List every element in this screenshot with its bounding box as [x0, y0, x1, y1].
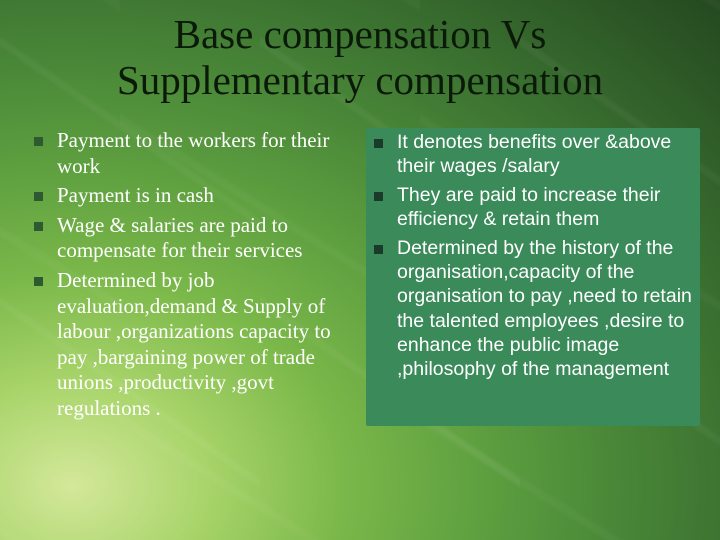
right-list: It denotes benefits over &above their wa… [370, 130, 696, 382]
title-block: Base compensation Vs Supplementary compe… [0, 12, 720, 104]
list-item: Determined by the history of the organis… [370, 236, 696, 382]
list-item-text: Payment is in cash [57, 183, 214, 209]
list-item: Wage & salaries are paid to compensate f… [30, 213, 356, 264]
list-item: It denotes benefits over &above their wa… [370, 130, 696, 179]
content-columns: Payment to the workers for their work Pa… [30, 128, 700, 426]
list-item-text: Determined by job evaluation,demand & Su… [57, 268, 356, 422]
title-line-1: Base compensation Vs [174, 11, 547, 57]
slide-title: Base compensation Vs Supplementary compe… [0, 12, 720, 104]
right-column: It denotes benefits over &above their wa… [366, 128, 700, 426]
list-item-text: Payment to the workers for their work [57, 128, 356, 179]
list-item: Payment to the workers for their work [30, 128, 356, 179]
list-item: They are paid to increase their efficien… [370, 183, 696, 232]
list-item-text: Determined by the history of the organis… [397, 236, 696, 382]
list-item-text: It denotes benefits over &above their wa… [397, 130, 696, 179]
list-item-text: Wage & salaries are paid to compensate f… [57, 213, 356, 264]
square-bullet-icon [34, 137, 43, 146]
square-bullet-icon [374, 139, 383, 148]
square-bullet-icon [374, 245, 383, 254]
title-line-2: Supplementary compensation [117, 57, 603, 103]
square-bullet-icon [34, 222, 43, 231]
square-bullet-icon [374, 192, 383, 201]
left-list: Payment to the workers for their work Pa… [30, 128, 356, 422]
list-item-text: They are paid to increase their efficien… [397, 183, 696, 232]
left-column: Payment to the workers for their work Pa… [30, 128, 356, 426]
square-bullet-icon [34, 192, 43, 201]
square-bullet-icon [34, 277, 43, 286]
list-item: Payment is in cash [30, 183, 356, 209]
list-item: Determined by job evaluation,demand & Su… [30, 268, 356, 422]
